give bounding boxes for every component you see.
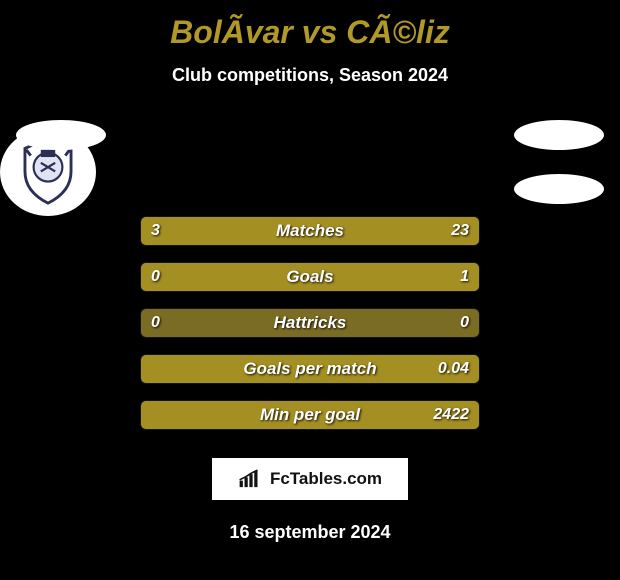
team-right-logo-placeholder-2 [514,174,604,204]
bar-chart-icon [238,469,264,489]
stat-bar: 0 Goals 1 [140,262,480,292]
stats-section: 3 Matches 23 0 Goals 1 0 Hattricks 0 [0,128,620,543]
stat-bars: 3 Matches 23 0 Goals 1 0 Hattricks 0 [140,216,480,430]
stat-label: Goals [286,267,333,287]
stat-right-value: 2422 [433,406,469,424]
date-text: 16 september 2024 [0,522,620,543]
stat-label: Hattricks [274,313,347,333]
stat-left-value: 0 [151,314,160,332]
brand-text: FcTables.com [270,469,382,489]
stat-right-value: 0 [460,314,469,332]
stat-bar: 0 Hattricks 0 [140,308,480,338]
stat-left-value: 0 [151,268,160,286]
stat-label: Goals per match [243,359,376,379]
page-subtitle: Club competitions, Season 2024 [0,65,620,86]
team-right-logo-placeholder [514,120,604,150]
page-title: BolÃ­var vs CÃ©liz [0,0,620,51]
stat-bar: Goals per match 0.04 [140,354,480,384]
brand-link[interactable]: FcTables.com [212,458,408,500]
stat-right-value: 1 [460,268,469,286]
stat-left-value: 3 [151,222,160,240]
stat-right-value: 23 [451,222,469,240]
stat-label: Matches [276,221,344,241]
stat-bar: 3 Matches 23 [140,216,480,246]
comparison-card: BolÃ­var vs CÃ©liz Club competitions, Se… [0,0,620,580]
team-left-logo-placeholder [16,120,106,150]
stat-bar: Min per goal 2422 [140,400,480,430]
stat-label: Min per goal [260,405,360,425]
stat-right-value: 0.04 [438,360,469,378]
